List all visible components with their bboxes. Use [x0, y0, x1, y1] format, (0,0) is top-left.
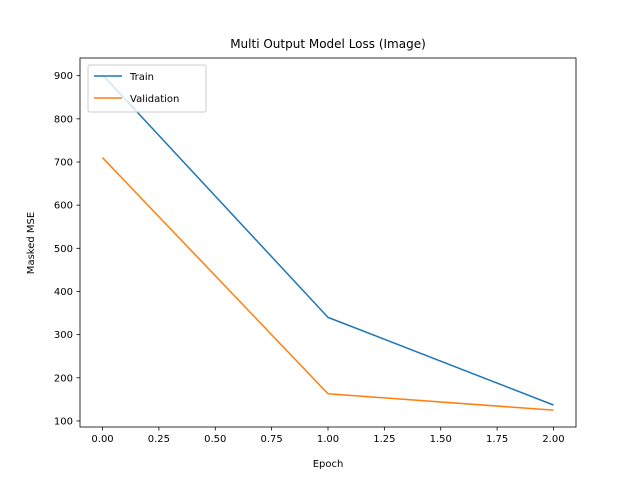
x-axis-label: Epoch [313, 459, 344, 470]
y-tick-label: 200 [54, 373, 73, 384]
x-tick-label: 1.25 [373, 434, 395, 445]
x-tick-label: 2.00 [542, 434, 564, 445]
y-tick-label: 800 [54, 114, 73, 125]
x-tick-label: 1.00 [317, 434, 339, 445]
legend-label: Train [129, 72, 154, 83]
plot-area: 0.00 0.25 0.50 0.75 1.00 1.25 1.50 1.75 2.00 100 2… [54, 57, 577, 445]
y-axis-label: Masked MSE [26, 212, 37, 274]
x-tick-label: 0.50 [204, 434, 226, 445]
legend: Train Validation [87, 64, 207, 113]
legend-label: Validation [130, 94, 179, 105]
chart-title: Multi Output Model Loss (Image) [230, 37, 426, 51]
y-tick-label: 500 [54, 244, 73, 255]
series-line-train [102, 74, 554, 406]
y-tick-label: 300 [54, 330, 73, 341]
y-tick-label: 100 [54, 416, 73, 427]
x-tick-label: 1.75 [486, 434, 508, 445]
y-tick-label: 600 [54, 201, 73, 212]
x-tick-label: 1.50 [430, 434, 452, 445]
y-tick-label: 700 [54, 158, 73, 169]
series-line-validation [102, 157, 554, 411]
y-tick-label: 400 [54, 287, 73, 298]
y-tick-label: 900 [54, 71, 73, 82]
x-tick-label: 0.25 [148, 434, 170, 445]
x-tick-label: 0.75 [261, 434, 283, 445]
x-tick-label: 0.00 [91, 434, 113, 445]
